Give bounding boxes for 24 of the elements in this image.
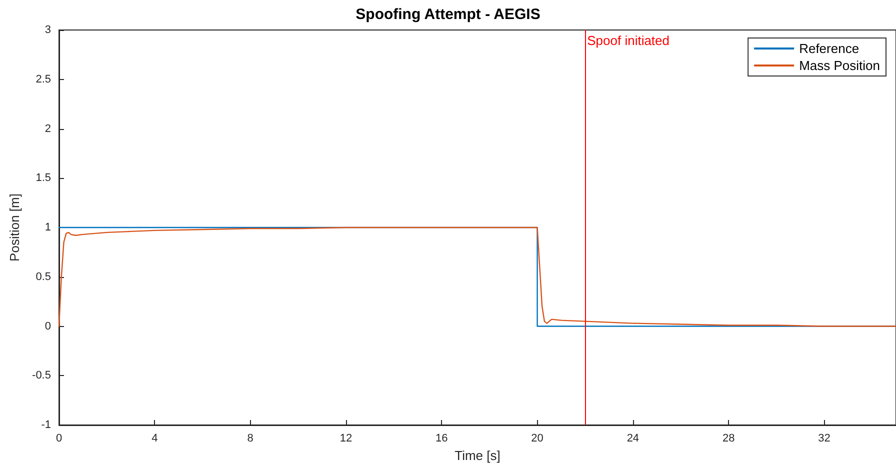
y-tick-label: 2.5 bbox=[36, 73, 51, 86]
y-tick-label: -0.5 bbox=[32, 370, 51, 382]
y-axis-title: Position [m] bbox=[7, 194, 22, 262]
x-tick-label: 28 bbox=[722, 432, 735, 444]
y-tick-label: 1 bbox=[44, 222, 51, 234]
y-tick-label: 0 bbox=[44, 320, 51, 332]
x-tick-label: 0 bbox=[56, 432, 62, 444]
ref-line-label: Spoof initiated bbox=[587, 33, 670, 48]
x-tick-label: 12 bbox=[340, 432, 352, 444]
x-tick-label: 4 bbox=[152, 432, 158, 444]
y-tick-label: 1.5 bbox=[36, 172, 51, 184]
x-tick-label: 8 bbox=[247, 432, 254, 444]
x-tick-label: 32 bbox=[818, 432, 830, 444]
y-tick-label: 0.5 bbox=[36, 270, 51, 283]
legend-label: Mass Position bbox=[799, 58, 880, 73]
x-tick-label: 24 bbox=[626, 432, 640, 444]
legend-label: Reference bbox=[799, 41, 860, 56]
x-tick-label: 20 bbox=[531, 432, 544, 444]
chart-title: Spoofing Attempt - AEGIS bbox=[356, 6, 540, 23]
x-axis-title: Time [s] bbox=[454, 448, 500, 463]
y-tick-label: 3 bbox=[44, 24, 51, 36]
y-tick-label: 2 bbox=[44, 122, 51, 135]
y-tick-label: -1 bbox=[41, 419, 51, 431]
x-tick-label: 16 bbox=[436, 432, 448, 444]
